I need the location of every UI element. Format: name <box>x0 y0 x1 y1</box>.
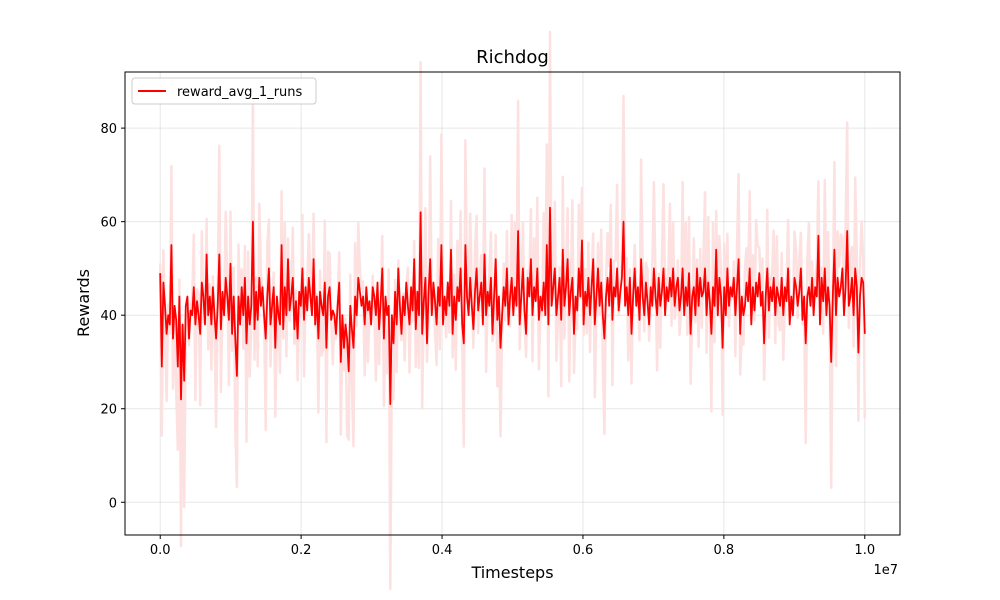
x-tick-label: 0.0 <box>150 543 171 558</box>
x-axis-offset-label: 1e7 <box>873 563 898 578</box>
y-tick-label: 20 <box>100 403 117 418</box>
series-line-reward_avg_1_runs <box>159 206 866 406</box>
x-tick-label: 0.6 <box>573 543 594 558</box>
y-tick-label: 0 <box>109 496 117 511</box>
legend-label: reward_avg_1_runs <box>177 85 303 100</box>
series-variability-band <box>158 30 867 591</box>
x-tick-label: 1.0 <box>854 543 875 558</box>
x-tick-label: 0.2 <box>291 543 312 558</box>
y-tick-label: 60 <box>100 216 117 231</box>
series-layer <box>158 30 867 591</box>
legend-box <box>131 77 317 105</box>
x-axis-label: Timesteps <box>470 563 553 582</box>
x-tick-label: 0.4 <box>432 543 453 558</box>
plot-frame <box>124 71 901 536</box>
y-tick-label: 40 <box>100 309 117 324</box>
legend: reward_avg_1_runs <box>131 77 317 105</box>
grid-layer <box>125 72 900 535</box>
tick-layer: 0.0 0.2 0.4 0.6 0.8 1.0 0 20 40 60 80 <box>100 122 875 558</box>
x-tick-label: 0.8 <box>714 543 735 558</box>
y-tick-label: 80 <box>100 122 117 137</box>
chart-title: Richdog <box>476 47 549 68</box>
y-axis-label: Rewards <box>74 269 93 337</box>
